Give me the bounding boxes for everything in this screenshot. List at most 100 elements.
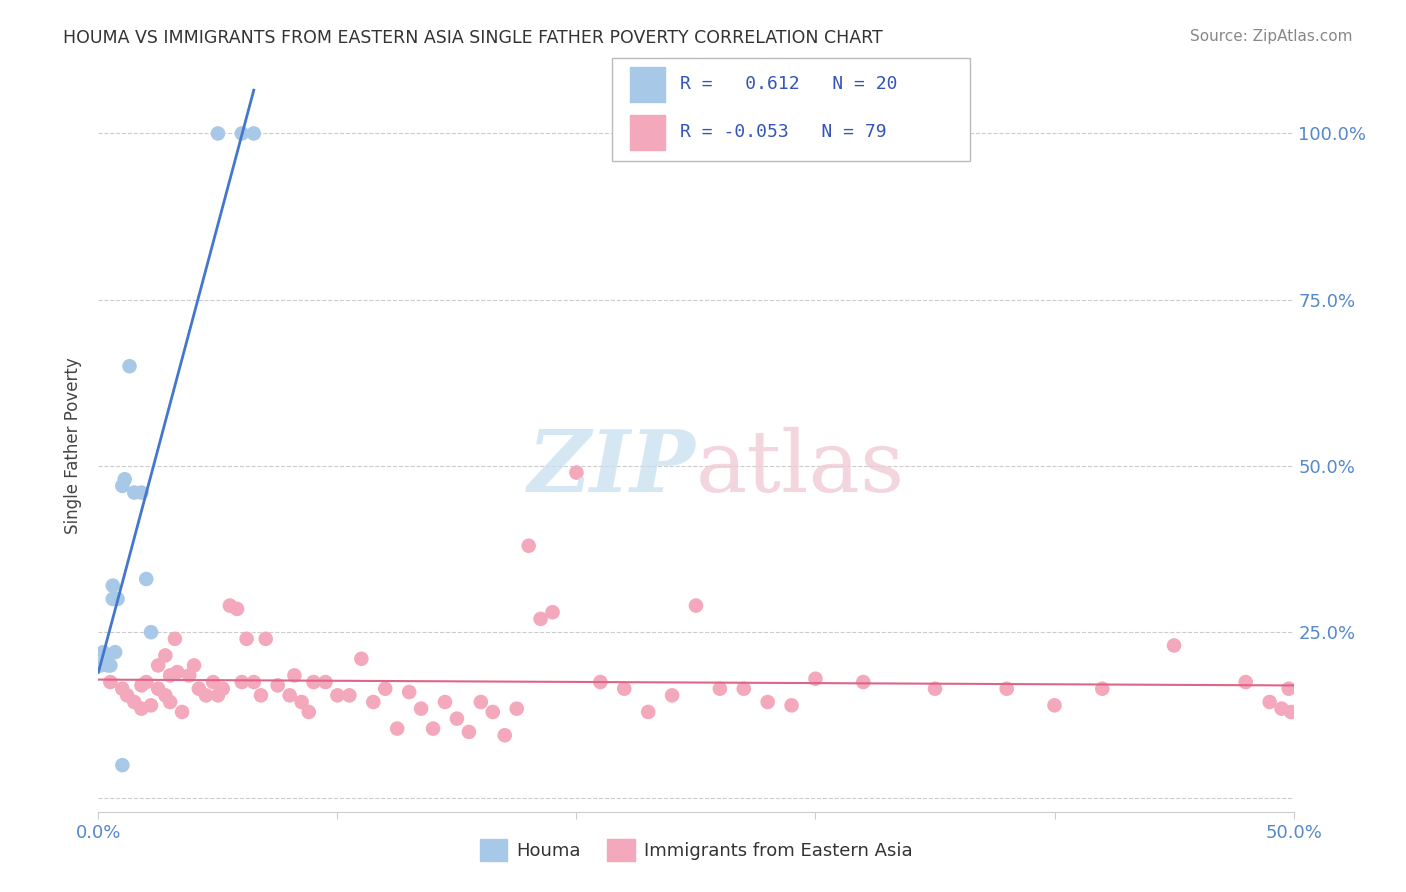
Point: [685, 599, 707, 613]
Point: [101, 591, 124, 606]
Point: [139, 698, 162, 713]
Point: [756, 695, 779, 709]
FancyBboxPatch shape: [612, 58, 970, 161]
Point: [159, 695, 181, 709]
Point: [235, 632, 257, 646]
Point: [283, 668, 305, 682]
Point: [155, 648, 177, 663]
Point: [254, 632, 277, 646]
Text: Source: ZipAtlas.com: Source: ZipAtlas.com: [1189, 29, 1353, 44]
Point: [94, 652, 117, 666]
Point: [302, 675, 325, 690]
Point: [159, 668, 181, 682]
Point: [124, 485, 146, 500]
Point: [315, 675, 337, 690]
Point: [111, 479, 134, 493]
Point: [613, 681, 636, 696]
Point: [98, 675, 122, 690]
Point: [187, 681, 209, 696]
Point: [589, 675, 612, 690]
Point: [278, 689, 301, 703]
Point: [90, 658, 112, 673]
Point: [139, 625, 162, 640]
Point: [155, 689, 177, 703]
Point: [148, 681, 170, 696]
Point: [398, 685, 420, 699]
Point: [226, 602, 249, 616]
Point: [107, 591, 129, 606]
Point: [506, 701, 529, 715]
Point: [135, 675, 157, 690]
Point: [115, 689, 138, 703]
Point: [179, 668, 201, 682]
Point: [470, 695, 492, 709]
Point: [661, 689, 683, 703]
Point: [166, 665, 188, 679]
Point: [637, 705, 659, 719]
Point: [1258, 695, 1281, 709]
Point: [804, 672, 827, 686]
Point: [243, 675, 266, 690]
Point: [172, 705, 194, 719]
Point: [924, 681, 946, 696]
Point: [114, 472, 136, 486]
Point: [183, 658, 205, 673]
Point: [231, 675, 253, 690]
Point: [709, 681, 731, 696]
Point: [124, 695, 146, 709]
Point: [207, 127, 229, 141]
Point: [1163, 639, 1185, 653]
Point: [1234, 675, 1257, 690]
Text: ZIP: ZIP: [529, 426, 696, 509]
Point: [211, 681, 233, 696]
Point: [565, 466, 588, 480]
Point: [111, 758, 134, 772]
Point: [131, 485, 153, 500]
Point: [98, 658, 122, 673]
Point: [517, 539, 540, 553]
Point: [118, 359, 141, 374]
Point: [250, 689, 273, 703]
Point: [852, 675, 875, 690]
Point: [1271, 701, 1294, 715]
Point: [291, 695, 314, 709]
Point: [101, 579, 124, 593]
Point: [163, 632, 186, 646]
Point: [131, 701, 153, 715]
Point: [411, 701, 433, 715]
Point: [1043, 698, 1066, 713]
Y-axis label: Single Father Poverty: Single Father Poverty: [65, 358, 83, 534]
Point: [243, 127, 266, 141]
Point: [195, 689, 218, 703]
Point: [326, 689, 349, 703]
Point: [97, 658, 120, 673]
Point: [148, 658, 170, 673]
Point: [1278, 681, 1301, 696]
Point: [541, 605, 564, 619]
Point: [434, 695, 457, 709]
Point: [202, 675, 225, 690]
Point: [446, 712, 468, 726]
Point: [995, 681, 1018, 696]
Text: atlas: atlas: [696, 426, 905, 509]
Point: [530, 612, 553, 626]
Point: [267, 678, 290, 692]
Text: HOUMA VS IMMIGRANTS FROM EASTERN ASIA SINGLE FATHER POVERTY CORRELATION CHART: HOUMA VS IMMIGRANTS FROM EASTERN ASIA SI…: [63, 29, 883, 46]
Point: [207, 689, 229, 703]
Point: [231, 127, 253, 141]
Text: R =   0.612   N = 20: R = 0.612 N = 20: [679, 75, 897, 93]
Point: [104, 645, 127, 659]
Point: [780, 698, 803, 713]
Text: R = -0.053   N = 79: R = -0.053 N = 79: [679, 123, 886, 141]
Bar: [630, 67, 665, 102]
Point: [111, 681, 134, 696]
Point: [363, 695, 385, 709]
Point: [385, 722, 409, 736]
Point: [494, 728, 516, 742]
Point: [1091, 681, 1114, 696]
Point: [298, 705, 321, 719]
Point: [350, 652, 373, 666]
Point: [91, 645, 114, 659]
Point: [131, 678, 153, 692]
Point: [374, 681, 396, 696]
